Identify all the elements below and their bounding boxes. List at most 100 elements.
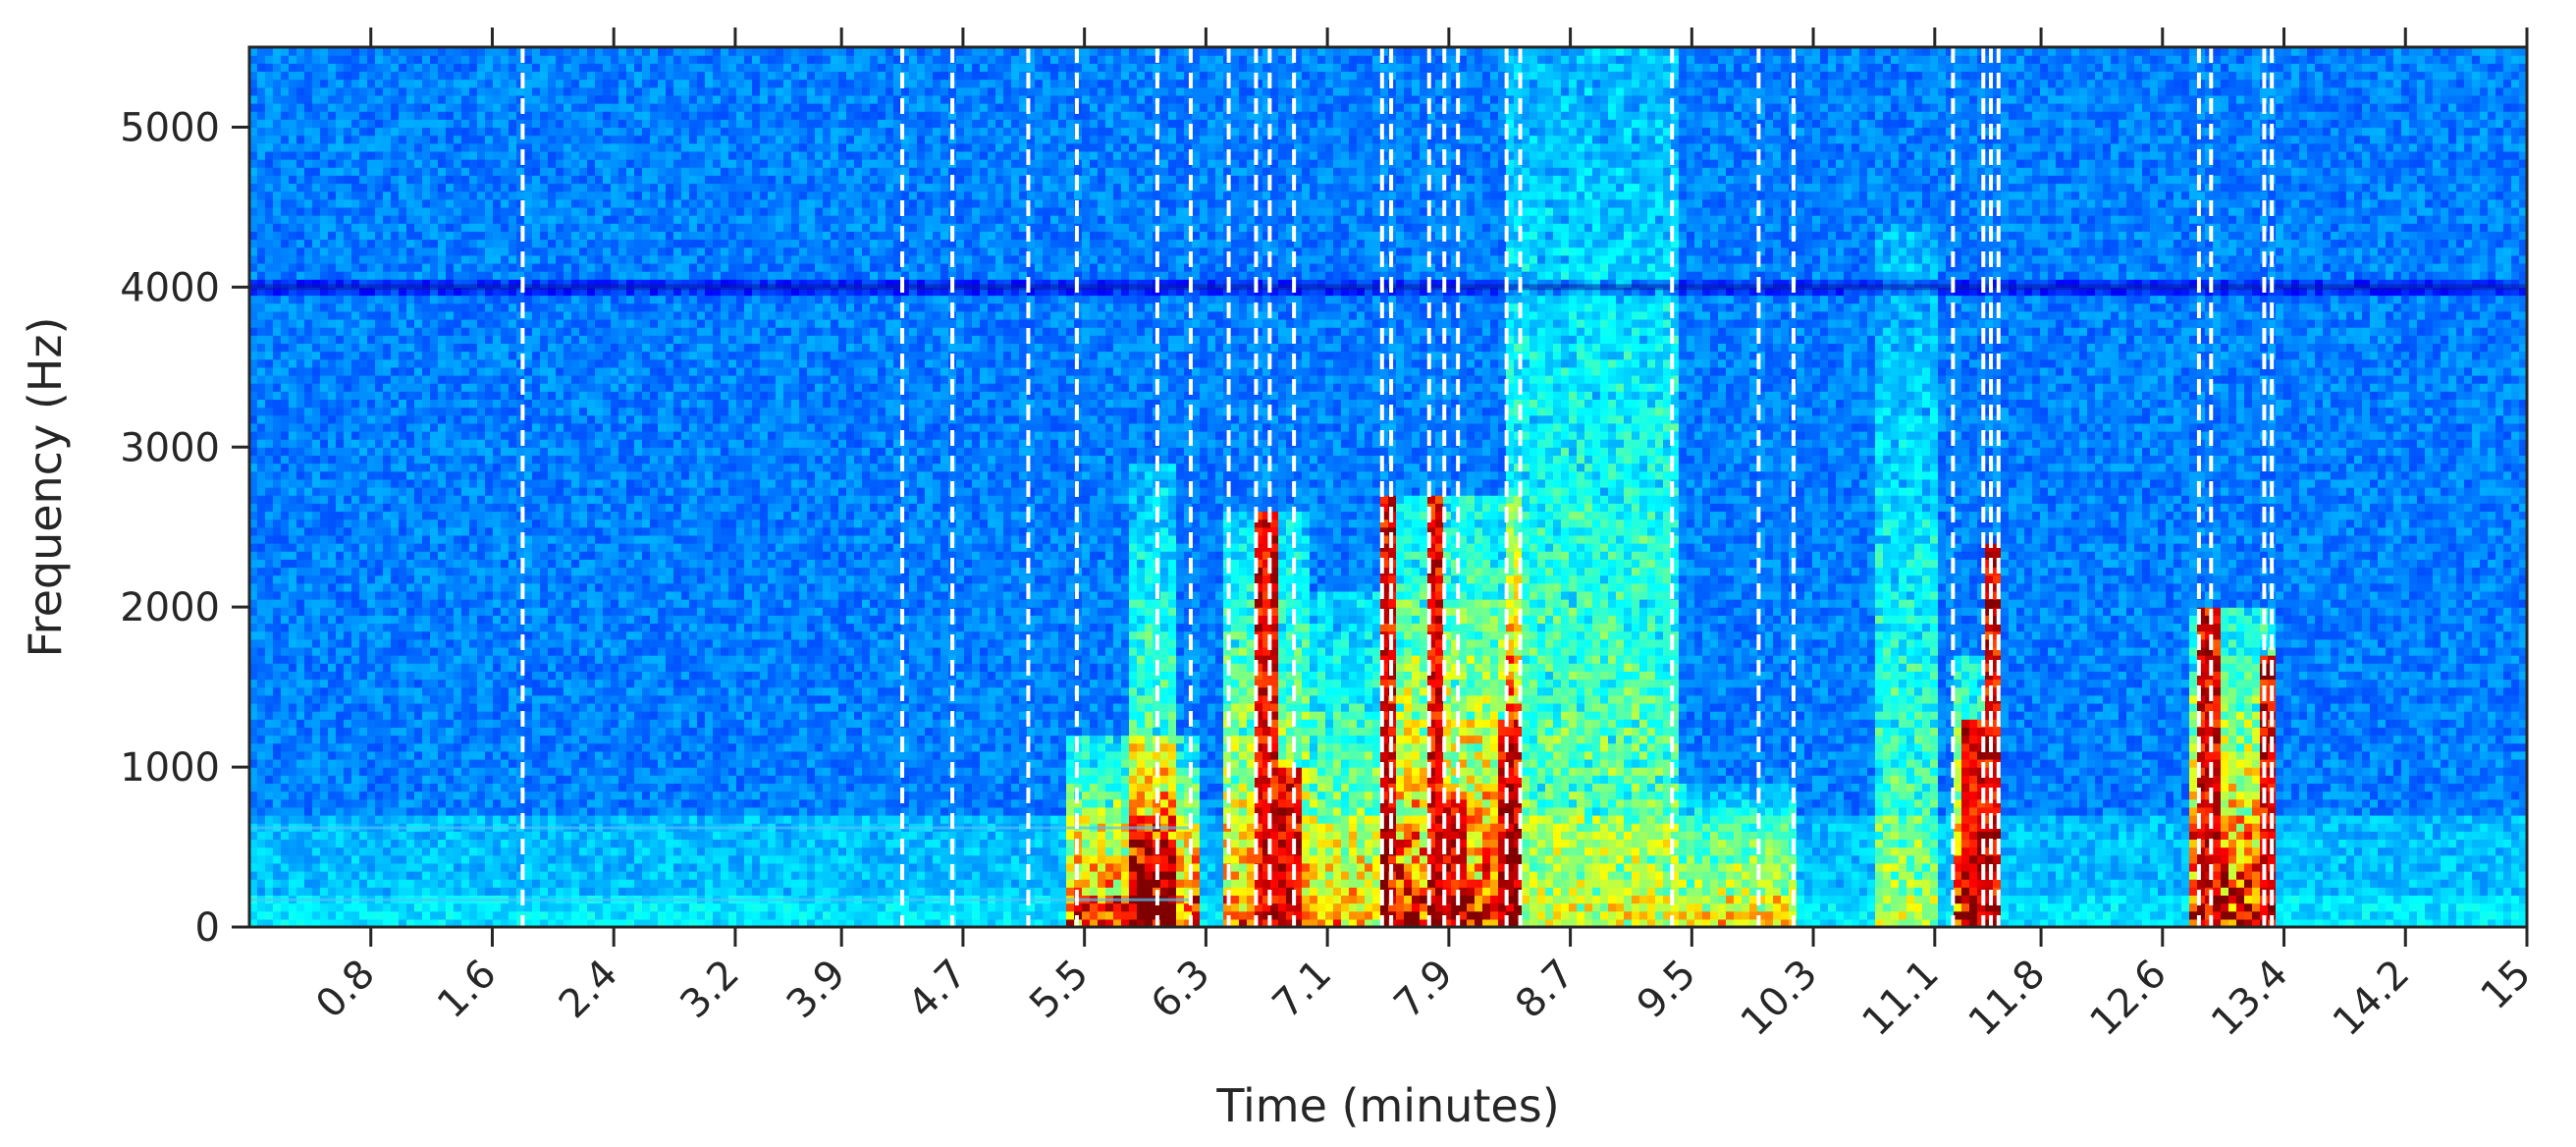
spectrogram-cell [571,366,580,376]
spectrogram-cell [509,615,517,625]
spectrogram-cell [249,399,258,409]
spectrogram-cell [391,310,400,320]
spectrogram-cell [477,487,486,496]
spectrogram-cell [516,814,525,824]
spectrogram-cell [587,127,596,137]
spectrogram-cell [446,439,455,448]
spectrogram-cell [344,183,352,192]
spectrogram-cell [336,551,345,560]
spectrogram-cell [516,879,525,888]
spectrogram-cell [454,694,462,704]
spectrogram-cell [516,206,525,216]
spectrogram-cell [556,543,564,552]
spectrogram-cell [422,366,431,376]
spectrogram-cell [524,783,533,792]
spectrogram-cell [524,702,533,712]
spectrogram-cell [493,302,502,312]
spectrogram-cell [304,262,313,272]
spectrogram-cell [328,439,337,448]
spectrogram-cell [579,559,588,569]
spectrogram-cell [595,335,604,344]
spectrogram-cell [556,399,564,409]
spectrogram-cell [359,478,368,488]
spectrogram-cell [603,870,612,880]
spectrogram-cell [469,135,478,144]
spectrogram-cell [257,702,266,712]
spectrogram-cell [524,646,533,656]
spectrogram-cell [249,655,258,664]
spectrogram-cell [430,607,439,616]
spectrogram-cell [375,727,384,737]
spectrogram-cell [438,902,447,912]
spectrogram-cell [320,750,329,760]
spectrogram-cell [312,478,321,488]
spectrogram-cell [493,287,502,297]
spectrogram-cell [351,559,360,569]
spectrogram-cell [257,534,266,544]
spectrogram-cell [312,854,321,864]
spectrogram-cell [367,127,376,137]
spectrogram-cell [249,206,258,216]
spectrogram-cell [375,767,384,776]
spectrogram-cell [454,623,462,632]
spectrogram-cell [461,422,470,432]
spectrogram-cell [328,887,337,897]
spectrogram-cell [344,783,352,792]
spectrogram-cell [595,814,604,824]
spectrogram-cell [375,607,384,616]
spectrogram-cell [501,839,510,848]
spectrogram-cell [516,262,525,272]
spectrogram-cell [540,519,549,528]
spectrogram-cell [524,599,533,608]
spectrogram-cell [438,526,447,536]
spectrogram-cell [312,735,321,744]
spectrogram-cell [257,767,266,776]
spectrogram-cell [430,391,439,400]
spectrogram-cell [524,47,533,56]
spectrogram-cell [438,854,447,864]
spectrogram-cell [564,391,572,400]
spectrogram-cell [556,470,564,480]
spectrogram-cell [312,534,321,544]
spectrogram-cell [257,806,266,816]
spectrogram-cell [493,870,502,880]
spectrogram-cell [304,175,313,185]
spectrogram-cell [595,262,604,272]
spectrogram-cell [454,847,462,856]
spectrogram-cell [344,335,352,344]
spectrogram-cell [391,183,400,192]
spectrogram-cell [430,407,439,416]
spectrogram-cell [516,831,525,840]
spectrogram-cell [312,343,321,353]
spectrogram-cell [422,638,431,648]
spectrogram-cell [603,783,612,792]
spectrogram-cell [516,727,525,737]
spectrogram-cell [540,599,549,608]
spectrogram-cell [344,831,352,840]
spectrogram-cell [359,318,368,328]
spectrogram-cell [579,495,588,504]
spectrogram-cell [375,159,384,168]
spectrogram-cell [257,246,266,256]
spectrogram-cell [603,607,612,616]
spectrogram-cell [414,646,423,656]
spectrogram-cell [587,358,596,368]
spectrogram-cell [273,719,282,728]
spectrogram-cell [461,383,470,392]
spectrogram-cell [595,750,604,760]
spectrogram-cell [438,870,447,880]
spectrogram-cell [446,447,455,457]
spectrogram-cell [344,862,352,872]
spectrogram-cell [304,127,313,137]
spectrogram-cell [312,262,321,272]
spectrogram-cell [375,470,384,480]
spectrogram-cell [312,111,321,120]
spectrogram-cell [587,719,596,728]
spectrogram-cell [446,783,455,792]
spectrogram-cell [501,599,510,608]
spectrogram-cell [540,791,549,800]
spectrogram-cell [446,599,455,608]
spectrogram-cell [540,430,549,440]
spectrogram-cell [532,246,541,256]
spectrogram-cell [375,150,384,160]
